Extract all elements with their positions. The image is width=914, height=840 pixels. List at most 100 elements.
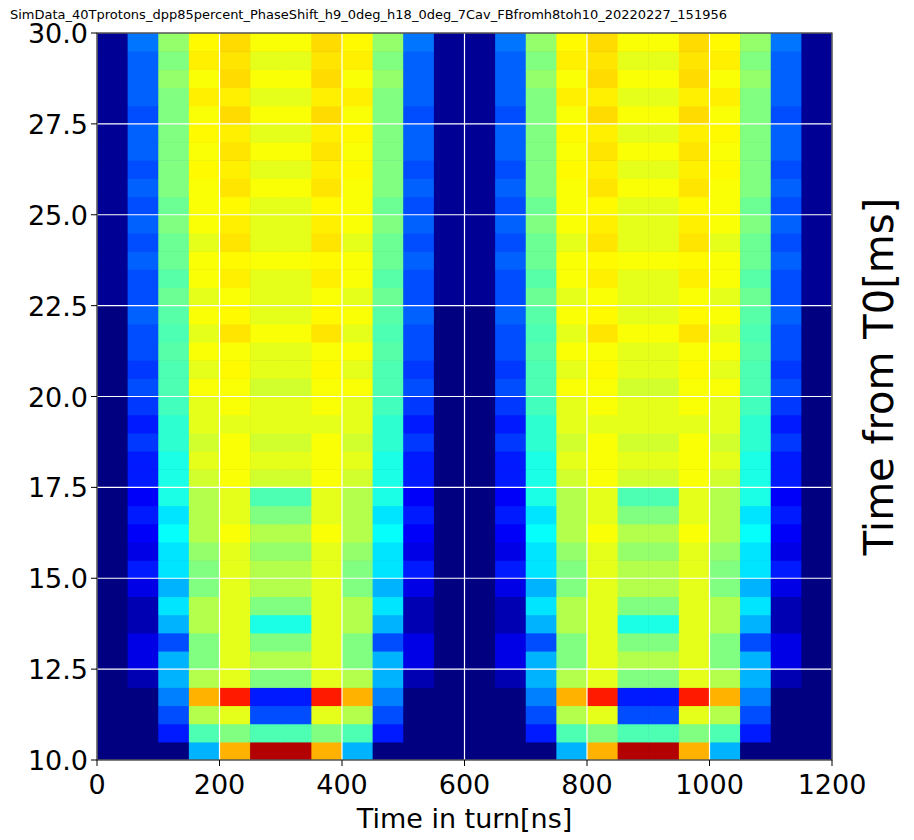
heatmap-cell bbox=[128, 88, 159, 107]
heatmap-cell bbox=[740, 542, 771, 561]
heatmap-cell bbox=[740, 560, 771, 579]
heatmap-cell bbox=[771, 378, 802, 397]
heatmap-cell bbox=[740, 142, 771, 161]
heatmap-cell bbox=[679, 742, 710, 760]
heatmap-cell bbox=[342, 160, 373, 179]
heatmap-cell bbox=[158, 433, 189, 452]
heatmap-cell bbox=[648, 651, 679, 670]
heatmap-cell bbox=[250, 324, 281, 343]
heatmap-cell bbox=[618, 615, 649, 634]
heatmap-cell bbox=[556, 433, 587, 452]
heatmap-cell bbox=[679, 342, 710, 361]
heatmap-cell bbox=[434, 124, 465, 143]
heatmap-cell bbox=[220, 69, 251, 88]
heatmap-cell bbox=[618, 124, 649, 143]
heatmap-cell bbox=[587, 596, 618, 615]
heatmap-cell bbox=[556, 669, 587, 688]
heatmap-cell bbox=[648, 560, 679, 579]
heatmap-cell bbox=[618, 397, 649, 416]
heatmap-cell bbox=[128, 687, 159, 706]
heatmap-cell bbox=[220, 269, 251, 288]
x-tick-label: 800 bbox=[561, 769, 613, 800]
heatmap-cell bbox=[403, 415, 434, 434]
heatmap-cell bbox=[97, 487, 128, 506]
heatmap-cell bbox=[771, 615, 802, 634]
heatmap-cell bbox=[618, 324, 649, 343]
heatmap-cell bbox=[618, 578, 649, 597]
heatmap-cell bbox=[373, 324, 404, 343]
heatmap-cell bbox=[526, 469, 557, 488]
heatmap-cell bbox=[465, 633, 496, 652]
heatmap-cell bbox=[587, 433, 618, 452]
heatmap-cell bbox=[801, 215, 832, 234]
heatmap-cell bbox=[465, 560, 496, 579]
heatmap-cell bbox=[740, 215, 771, 234]
heatmap-cell bbox=[710, 633, 741, 652]
heatmap-cell bbox=[220, 342, 251, 361]
heatmap-cell bbox=[311, 160, 342, 179]
heatmap-cell bbox=[373, 251, 404, 270]
heatmap-cell bbox=[250, 360, 281, 379]
heatmap-cell bbox=[128, 524, 159, 543]
heatmap-cell bbox=[128, 596, 159, 615]
heatmap-cell bbox=[465, 687, 496, 706]
heatmap-cell bbox=[526, 51, 557, 70]
heatmap-cell bbox=[220, 106, 251, 125]
heatmap-cell bbox=[311, 487, 342, 506]
heatmap-cell bbox=[189, 197, 220, 216]
heatmap-cell bbox=[434, 178, 465, 197]
heatmap-cell bbox=[434, 651, 465, 670]
heatmap-cell bbox=[587, 651, 618, 670]
heatmap-cell bbox=[648, 197, 679, 216]
heatmap-cell bbox=[587, 142, 618, 161]
heatmap-cell bbox=[281, 451, 312, 470]
heatmap-cell bbox=[434, 215, 465, 234]
heatmap-cell bbox=[311, 106, 342, 125]
heatmap-cell bbox=[281, 324, 312, 343]
heatmap-cell bbox=[740, 615, 771, 634]
heatmap-cell bbox=[740, 724, 771, 743]
heatmap-cell bbox=[434, 615, 465, 634]
heatmap-cell bbox=[710, 687, 741, 706]
heatmap-cell bbox=[97, 669, 128, 688]
heatmap-cell bbox=[97, 287, 128, 306]
heatmap-cell bbox=[771, 633, 802, 652]
heatmap-cell bbox=[710, 724, 741, 743]
heatmap-cell bbox=[648, 360, 679, 379]
heatmap-cell bbox=[648, 88, 679, 107]
heatmap-cell bbox=[679, 397, 710, 416]
heatmap-cell bbox=[495, 197, 526, 216]
y-tick bbox=[91, 214, 97, 215]
heatmap-cell bbox=[128, 378, 159, 397]
heatmap-cell bbox=[342, 415, 373, 434]
y-axis-title: Time from T0[ms] bbox=[856, 198, 902, 556]
heatmap-cell bbox=[526, 415, 557, 434]
heatmap-cell bbox=[97, 397, 128, 416]
heatmap-cell bbox=[465, 378, 496, 397]
heatmap-cell bbox=[465, 360, 496, 379]
heatmap-cell bbox=[128, 397, 159, 416]
heatmap-cell bbox=[220, 51, 251, 70]
heatmap-cell bbox=[526, 506, 557, 525]
grid-line bbox=[97, 214, 832, 215]
heatmap-cell bbox=[373, 397, 404, 416]
heatmap-cell bbox=[281, 705, 312, 724]
heatmap-cell bbox=[556, 342, 587, 361]
heatmap-cell bbox=[97, 433, 128, 452]
heatmap-cell bbox=[250, 415, 281, 434]
heatmap-cell bbox=[465, 433, 496, 452]
heatmap-cell bbox=[158, 251, 189, 270]
heatmap-cell bbox=[250, 51, 281, 70]
heatmap-cell bbox=[311, 324, 342, 343]
heatmap-cell bbox=[618, 560, 649, 579]
heatmap-cell bbox=[618, 33, 649, 52]
heatmap-cell bbox=[373, 360, 404, 379]
heatmap-cell bbox=[679, 360, 710, 379]
heatmap-cell bbox=[189, 560, 220, 579]
heatmap-cell bbox=[465, 197, 496, 216]
heatmap-cell bbox=[526, 88, 557, 107]
heatmap-cell bbox=[740, 88, 771, 107]
heatmap-cell bbox=[158, 687, 189, 706]
heatmap-cell bbox=[128, 251, 159, 270]
heatmap-cell bbox=[434, 542, 465, 561]
